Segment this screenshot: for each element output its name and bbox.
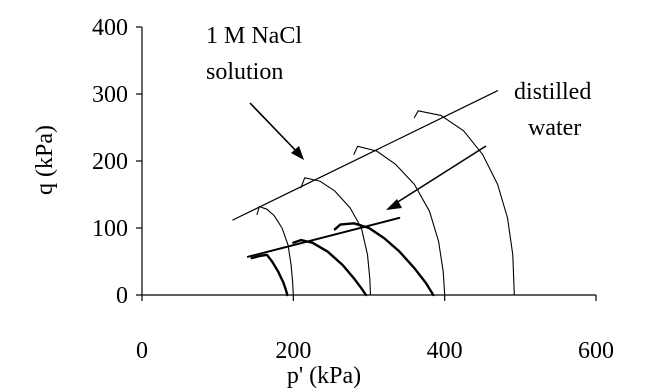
water-arrow-head [386, 199, 402, 210]
x-tick-label: 600 [578, 338, 614, 364]
stress-path-water-7 [333, 222, 435, 297]
annotation-nacl-line1: 1 M NaCl [206, 23, 302, 49]
y-axis-title: q (kPa) [32, 125, 58, 195]
y-tick-label: 400 [92, 15, 128, 41]
annotation-arrows [249, 102, 487, 210]
stress-path-nacl-0 [256, 206, 294, 296]
plot-marks [232, 90, 515, 297]
y-tick-label: 100 [92, 216, 128, 242]
y-tick-label: 200 [92, 149, 128, 175]
x-tick-label: 400 [427, 338, 463, 364]
x-tick-label: 200 [275, 338, 311, 364]
annotation-water-line2: water [528, 115, 581, 141]
y-tick-label: 0 [116, 283, 128, 309]
stress-path-water-5 [250, 253, 289, 297]
stress-path-nacl-1 [300, 177, 372, 296]
x-axis-title: p' (kPa) [287, 363, 361, 389]
y-tick-label: 300 [92, 82, 128, 108]
x-tick-label: 0 [136, 338, 148, 364]
stress-path-water-6 [292, 238, 368, 297]
stress-path-nacl-2 [353, 145, 446, 296]
envelope-line-nacl-4 [232, 90, 499, 221]
envelope-line-water-8 [246, 216, 401, 258]
nacl-arrow-head [291, 146, 304, 160]
nacl-arrow-line [249, 102, 301, 156]
annotation-nacl-line2: solution [206, 59, 283, 85]
axes: 0 100 200 300 400 0 200 400 600 [92, 15, 614, 364]
water-arrow-line [392, 145, 487, 206]
stress-path-nacl-3 [413, 110, 515, 296]
annotation-water-line1: distilled [514, 79, 591, 105]
